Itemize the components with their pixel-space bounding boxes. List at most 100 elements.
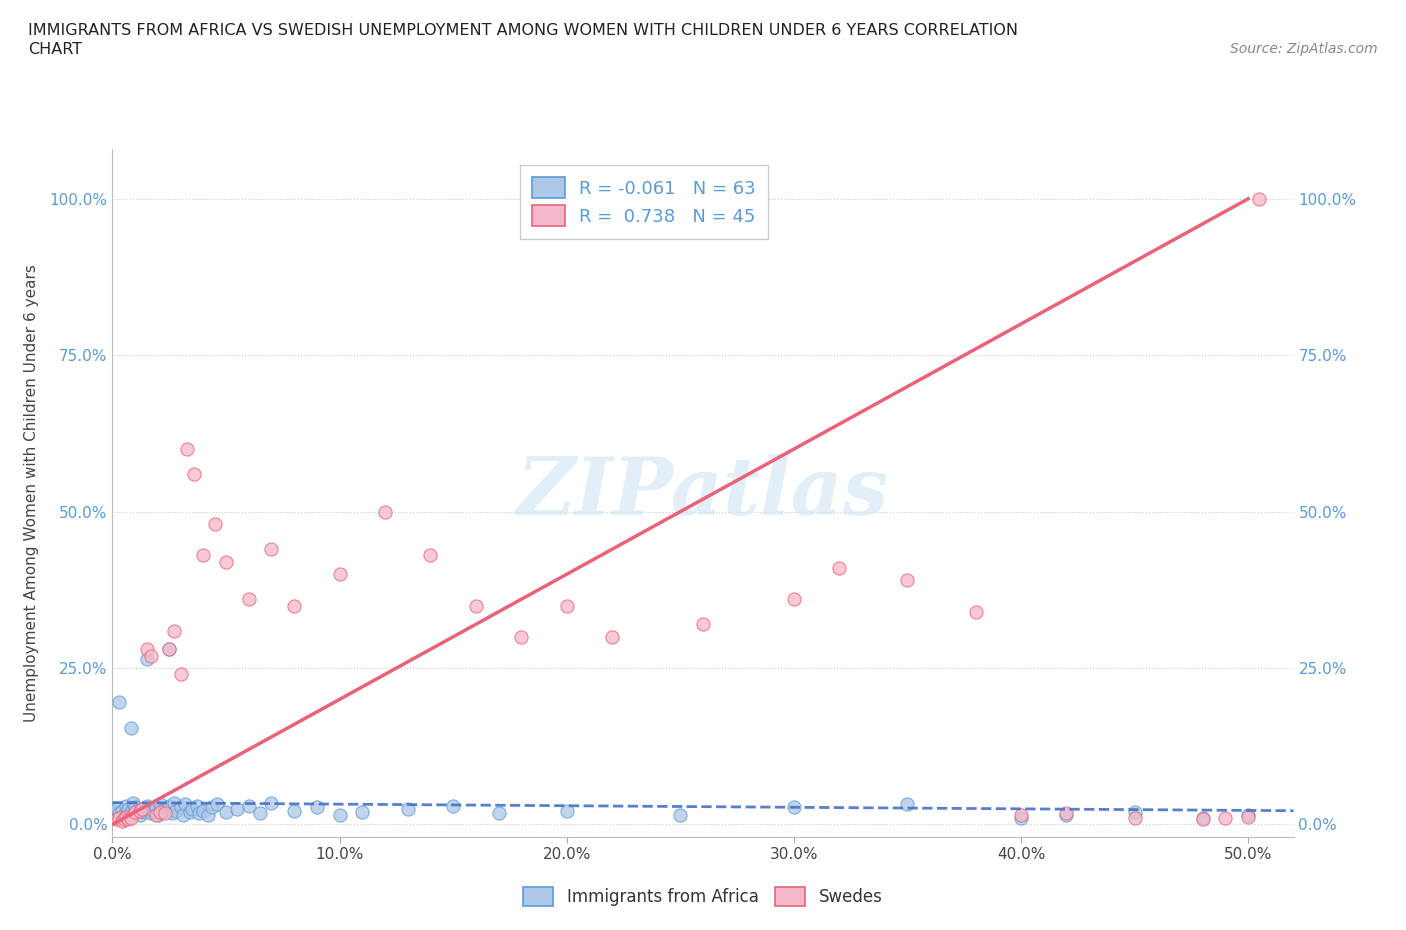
Point [135,651,157,666]
Point [419,548,441,563]
Point [124,804,146,819]
Point [1215,811,1237,826]
Text: Source: ZipAtlas.com: Source: ZipAtlas.com [1230,42,1378,56]
Point [149,797,172,812]
Point [226,802,249,817]
Point [783,591,806,606]
Point [555,598,578,613]
Point [120,804,142,819]
Point [1123,804,1146,819]
Point [112,807,135,822]
Point [165,804,187,818]
Text: ZIPatlas: ZIPatlas [517,454,889,532]
Point [128,807,150,822]
Point [157,642,180,657]
Point [352,804,374,819]
Point [138,802,160,817]
Point [197,807,219,822]
Point [139,648,162,663]
Point [104,804,127,819]
Point [179,804,201,819]
Point [124,800,146,815]
Point [1237,809,1260,824]
Point [183,467,205,482]
Point [145,800,167,815]
Text: IMMIGRANTS FROM AFRICA VS SWEDISH UNEMPLOYMENT AMONG WOMEN WITH CHILDREN UNDER 6: IMMIGRANTS FROM AFRICA VS SWEDISH UNEMPL… [28,23,1018,38]
Point [110,814,132,829]
Point [1191,812,1213,827]
Point [669,807,692,822]
Point [441,798,464,813]
Point [105,802,128,817]
Point [135,798,157,813]
Point [215,804,238,819]
Point [329,566,352,581]
Point [1237,807,1260,822]
Point [896,797,918,812]
Point [117,802,139,817]
Point [146,807,169,822]
Point [238,798,260,813]
Y-axis label: Unemployment Among Women with Children Under 6 years: Unemployment Among Women with Children U… [24,264,38,722]
Point [127,804,149,818]
Point [149,804,172,819]
Point [108,695,131,710]
Point [283,804,305,818]
Point [169,800,191,815]
Point [396,802,419,817]
Legend: Immigrants from Africa, Swedes: Immigrants from Africa, Swedes [512,875,894,918]
Point [122,795,145,810]
Point [134,804,156,819]
Point [204,517,226,532]
Point [174,797,197,812]
Point [117,812,139,827]
Point [896,573,918,588]
Point [965,604,987,619]
Point [783,800,806,815]
Point [108,811,131,826]
Point [201,800,224,815]
Point [1191,811,1213,826]
Point [193,804,215,818]
Point [172,807,194,822]
Point [105,812,128,827]
Point [135,642,157,657]
Point [283,598,305,613]
Point [157,798,180,813]
Point [1054,807,1077,822]
Point [176,442,198,457]
Point [260,795,283,810]
Point [193,548,215,563]
Point [555,804,578,818]
Point [142,804,165,818]
Point [145,807,167,822]
Point [488,805,510,820]
Point [120,720,142,735]
Point [215,554,238,569]
Point [1054,805,1077,820]
Point [600,630,623,644]
Point [692,617,714,631]
Point [115,809,138,824]
Point [329,807,352,822]
Point [153,805,176,820]
Point [131,802,153,817]
Point [181,802,204,817]
Point [120,811,142,826]
Point [238,591,260,606]
Point [205,797,228,812]
Text: CHART: CHART [28,42,82,57]
Point [112,812,135,827]
Point [305,800,328,815]
Point [1010,811,1032,826]
Point [187,805,209,820]
Point [1010,807,1032,822]
Point [249,805,271,820]
Point [1249,192,1271,206]
Point [108,805,131,820]
Point [163,795,186,810]
Point [163,623,186,638]
Point [186,798,208,813]
Point [153,802,176,817]
Point [1123,811,1146,826]
